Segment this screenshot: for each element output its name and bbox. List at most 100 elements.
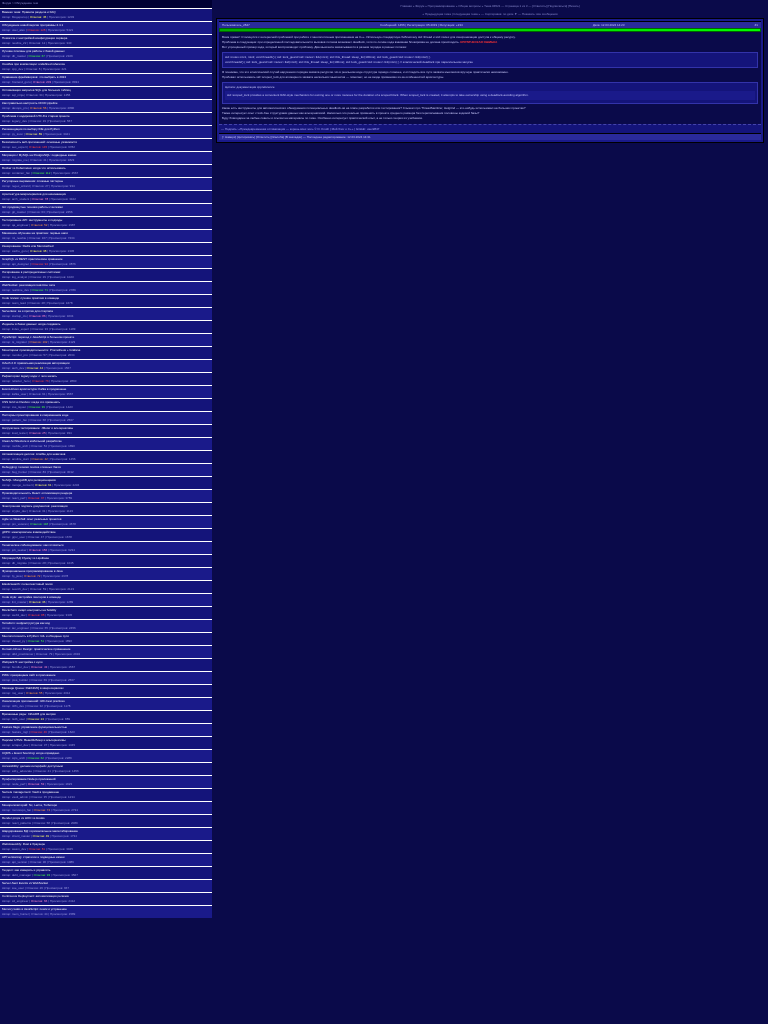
post-stats: Сообщений: 1456 | Регистрация: 05.2019 |…	[380, 23, 463, 27]
thread-row[interactable]: Рекомендации по выбору IDE для PythonАвт…	[0, 125, 212, 138]
thread-row[interactable]: Feature flags: управление функциональнос…	[0, 723, 212, 736]
thread-row[interactable]: CSS Grid vs Flexbox: когда что применять…	[0, 398, 212, 411]
thread-meta: Автор: py_lover | Ответов: 89 | Просмотр…	[2, 132, 210, 137]
thread-row[interactable]: Парсинг HTML: BeautifulSoup и альтернати…	[0, 736, 212, 749]
thread-row[interactable]: Проблема с кодировкой UTF-8 в старом про…	[0, 112, 212, 125]
thread-row[interactable]: Webpack 5: настройка с нуляАвтор: bundle…	[0, 658, 212, 671]
thread-meta: Автор: qa_engineer | Ответов: 52 | Просм…	[2, 223, 210, 228]
thread-row[interactable]: Регулярные выражения: сложные паттерныАв…	[0, 177, 212, 190]
post-line: Буду благодарен за любые советы и ссылки…	[222, 116, 758, 121]
thread-row[interactable]: Agile vs Waterfall: опыт реальных проект…	[0, 515, 212, 528]
thread-meta: Автор: sse_user | Ответов: 26 | Просмотр…	[2, 886, 210, 891]
thread-row[interactable]: Сравнение фреймворков: что выбрать в 202…	[0, 73, 212, 86]
thread-row[interactable]: Кэширование: Redis или MemcachedАвтор: c…	[0, 242, 212, 255]
thread-meta: Автор: mq_user | Ответов: 55 | Просмотро…	[2, 691, 210, 696]
thread-row[interactable]: Elasticsearch: полнотекстовый поискАвтор…	[0, 580, 212, 593]
thread-meta: Автор: container_fan | Ответов: 112 | Пр…	[2, 171, 210, 176]
thread-row[interactable]: TypeScript: переход с JavaScript в больш…	[0, 333, 212, 346]
thread-row[interactable]: Continuous Deployment: автоматизация рел…	[0, 892, 212, 905]
thread-row[interactable]: Миграция с MySQL на PostgreSQL: подводны…	[0, 151, 212, 164]
thread-row[interactable]: Тестирование API: инструменты и подходыА…	[0, 216, 212, 229]
thread-row[interactable]: Server-Sent Events vs WebSocketАвтор: ss…	[0, 879, 212, 892]
post-line: Пробовал использовать std::scoped_lock д…	[222, 75, 758, 80]
post-author[interactable]: Пользователь_2847	[222, 23, 250, 27]
thread-row[interactable]: Временные ряды: InfluxDB для метрикАвтор…	[0, 710, 212, 723]
thread-row[interactable]: Code review: лучшие практики в командеАв…	[0, 294, 212, 307]
thread-meta: Автор: iac_engineer | Ответов: 65 | Прос…	[2, 626, 210, 631]
thread-row[interactable]: Git: продвинутые техники работы с веткам…	[0, 203, 212, 216]
sub-nav[interactable]: « Предыдущая тема | Следующая тема » — С…	[216, 10, 764, 18]
thread-meta: Автор: monitor_pro | Ответов: 57 | Просм…	[2, 353, 210, 358]
thread-row[interactable]: Blockchain: смарт-контракты на SolidityА…	[0, 606, 212, 619]
thread-row[interactable]: Secrets management: Vault в продакшенеАв…	[0, 788, 212, 801]
thread-meta: Автор: frontend_guru | Ответов: 203 | Пр…	[2, 80, 210, 85]
thread-row[interactable]: Domain-Driven Design: практическое приме…	[0, 645, 212, 658]
thread-row[interactable]: Логирование в распределённых системахАвт…	[0, 268, 212, 281]
thread-row[interactable]: Code style: настройка линтеров в команде…	[0, 593, 212, 606]
thread-row[interactable]: Техдолг: как измерять и управлятьАвтор: …	[0, 866, 212, 879]
thread-row[interactable]: Serverless: за и против для стартапаАвто…	[0, 307, 212, 320]
thread-row[interactable]: Render props vs HOC vs HooksАвтор: react…	[0, 814, 212, 827]
thread-row[interactable]: Рефакторинг legacy кода: с чего начатьАв…	[0, 372, 212, 385]
thread-row[interactable]: Миграции БД: Flyway vs LiquibaseАвтор: d…	[0, 554, 212, 567]
thread-row[interactable]: CQRS + Event Sourcing: когда оправданоАв…	[0, 749, 212, 762]
thread-row[interactable]: GraphQL vs REST: практическое сравнениеА…	[0, 255, 212, 268]
thread-meta: Автор: fp_java | Ответов: 72 | Просмотро…	[2, 574, 210, 579]
breadcrumb[interactable]: Главная » Форум » Программирование » Общ…	[216, 2, 764, 10]
thread-row[interactable]: Message Queue: RabbitMQ в микросервисахА…	[0, 684, 212, 697]
thread-row[interactable]: Техническое собеседование: как готовитьс…	[0, 541, 212, 554]
thread-row[interactable]: Terraform: инфраструктура как кодАвтор: …	[0, 619, 212, 632]
thread-row[interactable]: OAuth 2.0: правильная реализация авториз…	[0, 359, 212, 372]
thread-row[interactable]: Оптимизация запросов SQL для больших таб…	[0, 86, 212, 99]
thread-meta: Автор: team_lead | Ответов: 48 | Просмот…	[2, 301, 210, 306]
thread-row[interactable]: Debugging: техники поиска сложных баговА…	[0, 463, 212, 476]
thread-row[interactable]: Как правильно настроить CI/CD pipelineАв…	[0, 99, 212, 112]
thread-row[interactable]: Локализация приложений: i18n best practi…	[0, 697, 212, 710]
thread-meta: Автор: ml_newbie | Ответов: 167 | Просмо…	[2, 236, 210, 241]
thread-row[interactable]: WebAssembly: Rust в браузереАвтор: wasm_…	[0, 840, 212, 853]
thread-row[interactable]: Нагрузочное тестирование: JMeter и альте…	[0, 424, 212, 437]
thread-row[interactable]: Электронная подпись документов: реализац…	[0, 502, 212, 515]
thread-meta: Автор: migrate_me | Ответов: 41 | Просмо…	[2, 158, 210, 163]
thread-meta: Автор: pwa_builder | Ответов: 69 | Просм…	[2, 678, 210, 683]
thread-row[interactable]: API versioning: стратегии и подводные ка…	[0, 853, 212, 866]
thread-row[interactable]: Индексы в базах данных: когда создаватьА…	[0, 320, 212, 333]
thread-meta: Автор: i18n_dev | Ответов: 32 | Просмотр…	[2, 704, 210, 709]
thread-meta: Автор: arch_student | Ответов: 78 | Прос…	[2, 197, 210, 202]
thread-meta: Автор: pm_veteran | Ответов: 118 | Просм…	[2, 522, 210, 527]
thread-meta: Автор: Модератор | Ответов: 45 | Просмот…	[2, 15, 210, 20]
post-footer[interactable]: [↑ Наверх] [Цитировать] [Ответить] [Жало…	[219, 133, 761, 140]
thread-row[interactable]: Автоматизация деплоя: Ansible для новичк…	[0, 450, 212, 463]
thread-meta: Автор: react_patterns | Ответов: 58 | Пр…	[2, 821, 210, 826]
thread-row[interactable]: Accessibility: делаем интерфейс доступны…	[0, 762, 212, 775]
thread-row[interactable]: Функциональное программирование в JavaАв…	[0, 567, 212, 580]
thread-row[interactable]: Обсуждение новой версии программы 2.4.1А…	[0, 21, 212, 34]
thread-row[interactable]: Лучшие плагины для работы с базой данных…	[0, 47, 212, 60]
thread-row[interactable]: Паттерны проектирования в современном ко…	[0, 411, 212, 424]
thread-row[interactable]: Ошибка при компиляции: undefined referen…	[0, 60, 212, 73]
thread-row[interactable]: Clean Architecture в мобильной разработк…	[0, 437, 212, 450]
thread-meta: Автор: scraper_dev | Ответов: 37 | Просм…	[2, 743, 210, 748]
thread-meta: Автор: bug_hunter | Ответов: 83 | Просмо…	[2, 470, 210, 475]
thread-meta: Автор: react_perf | Ответов: 97 | Просмо…	[2, 496, 210, 501]
thread-row[interactable]: Шардирование БД: горизонтальное масштаби…	[0, 827, 212, 840]
post-number[interactable]: #1	[755, 23, 758, 27]
thread-row[interactable]: Многопоточность в Python: GIL и обходные…	[0, 632, 212, 645]
thread-row[interactable]: NoSQL: MongoDB для реляционщиковАвтор: m…	[0, 476, 212, 489]
thread-row[interactable]: WebSocket: реализация real-time чатаАвто…	[0, 281, 212, 294]
thread-row[interactable]: Безопасность веб-приложений: основные уя…	[0, 138, 212, 151]
thread-row[interactable]: Memory leaks в JavaScript: поиск и устра…	[0, 905, 212, 918]
thread-row[interactable]: gRPC: межсервисное взаимодействиеАвтор: …	[0, 528, 212, 541]
post-actions[interactable]: [↑ Наверх] [Цитировать] [Ответить] [Жало…	[222, 135, 371, 139]
thread-row[interactable]: PWA: превращаем сайт в приложениеАвтор: …	[0, 671, 212, 684]
thread-row[interactable]: Мониторинг производительности: Prometheu…	[0, 346, 212, 359]
thread-row[interactable]: Машинное обучение на практике: первые ша…	[0, 229, 212, 242]
thread-row[interactable]: Архитектура микросервисов для начинающих…	[0, 190, 212, 203]
thread-row[interactable]: Важная тема: Правила раздела и FAQАвтор:…	[0, 8, 212, 21]
thread-row[interactable]: Docker vs Kubernetes: когда что использо…	[0, 164, 212, 177]
thread-row[interactable]: Производительность React: оптимизация ре…	[0, 489, 212, 502]
thread-row[interactable]: Профилирование Node.js приложенийАвтор: …	[0, 775, 212, 788]
thread-row[interactable]: Монорепозиторий: Nx, Lerna, TurborepoАвт…	[0, 801, 212, 814]
thread-row[interactable]: Event-driven архитектура: Kafka в продак…	[0, 385, 212, 398]
thread-row[interactable]: Помогите с настройкой конфигурации серве…	[0, 34, 212, 47]
